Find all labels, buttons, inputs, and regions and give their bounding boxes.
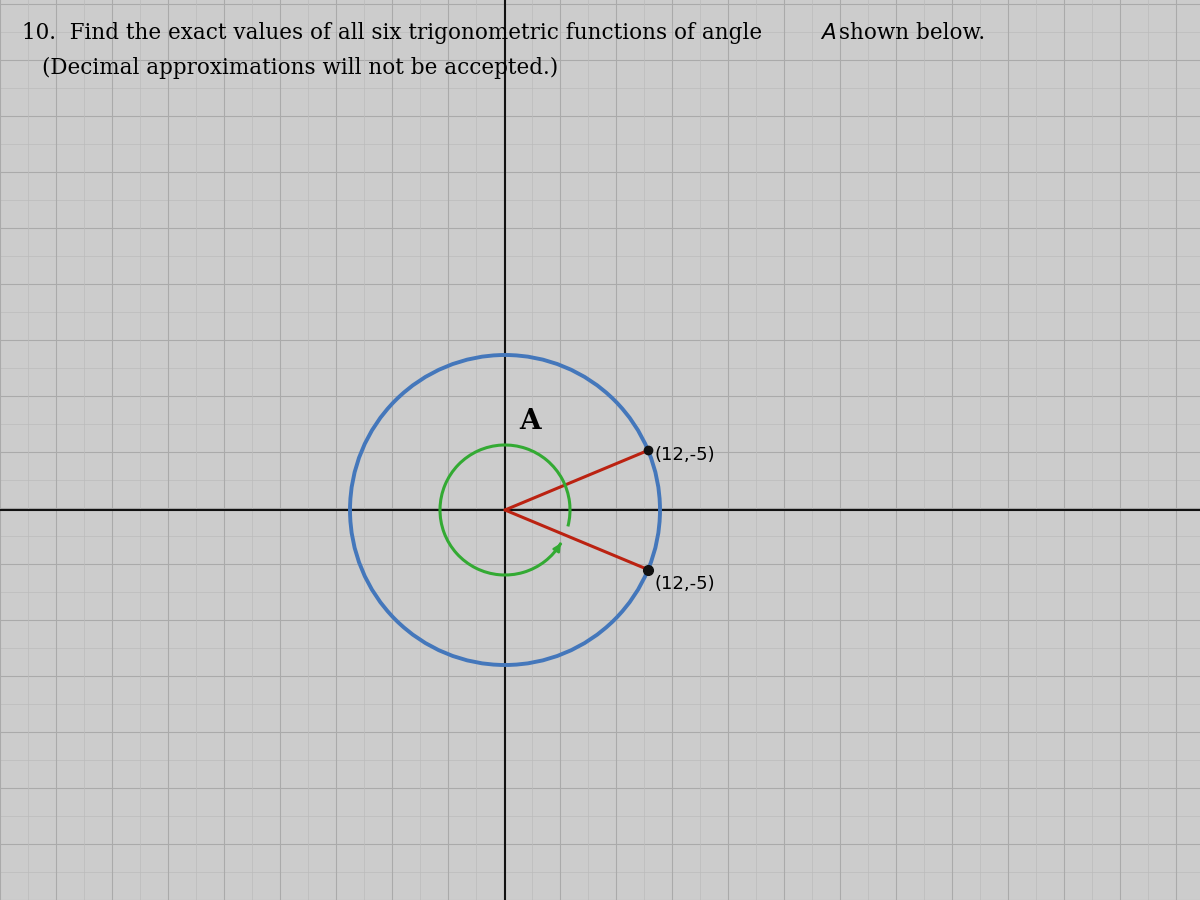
- Text: (Decimal approximations will not be accepted.): (Decimal approximations will not be acce…: [42, 57, 558, 79]
- Text: 10.  Find the exact values of all six trigonometric functions of angle: 10. Find the exact values of all six tri…: [22, 22, 769, 44]
- Text: A: A: [520, 408, 541, 435]
- Text: shown below.: shown below.: [832, 22, 985, 44]
- Text: $A$: $A$: [820, 22, 836, 44]
- Text: (12,-5): (12,-5): [654, 446, 715, 464]
- Text: (12,-5): (12,-5): [654, 574, 715, 592]
